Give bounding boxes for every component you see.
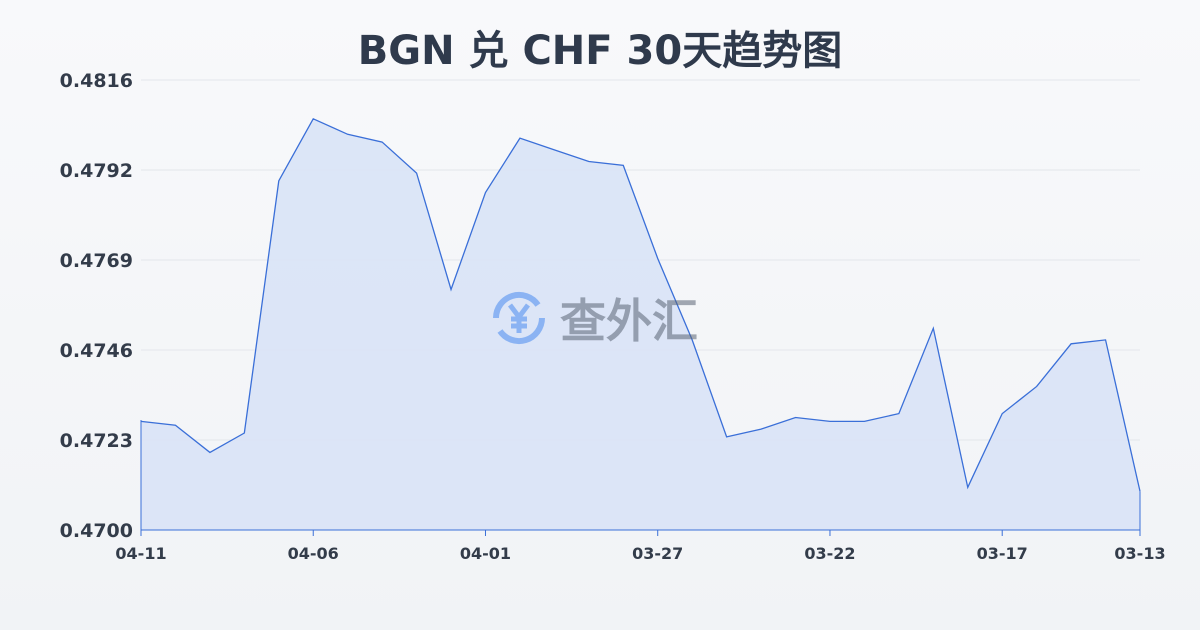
y-tick-label: 0.4769 — [60, 250, 133, 272]
yen-exchange-icon — [492, 291, 546, 345]
y-tick-label: 0.4723 — [60, 430, 133, 452]
x-tick-label: 03-17 — [977, 544, 1028, 563]
y-tick-label: 0.4700 — [60, 520, 133, 542]
x-tick-label: 04-11 — [115, 544, 166, 563]
y-tick-label: 0.4746 — [60, 340, 133, 362]
area-fill — [141, 118, 1140, 531]
x-tick-label: 04-01 — [460, 544, 511, 563]
x-tick-label: 04-06 — [288, 544, 339, 563]
chart-title: BGN 兑 CHF 30天趋势图 — [357, 28, 843, 74]
y-tick-label: 0.4816 — [60, 70, 133, 92]
y-tick-label: 0.4792 — [60, 160, 133, 182]
watermark-text: 查外汇 — [560, 294, 698, 348]
series-line — [140, 117, 1141, 492]
x-tick-label: 03-27 — [632, 544, 683, 563]
watermark: 查外汇 — [488, 285, 698, 351]
x-tick-label: 03-13 — [1114, 544, 1165, 563]
x-tick-label: 03-22 — [804, 544, 855, 563]
